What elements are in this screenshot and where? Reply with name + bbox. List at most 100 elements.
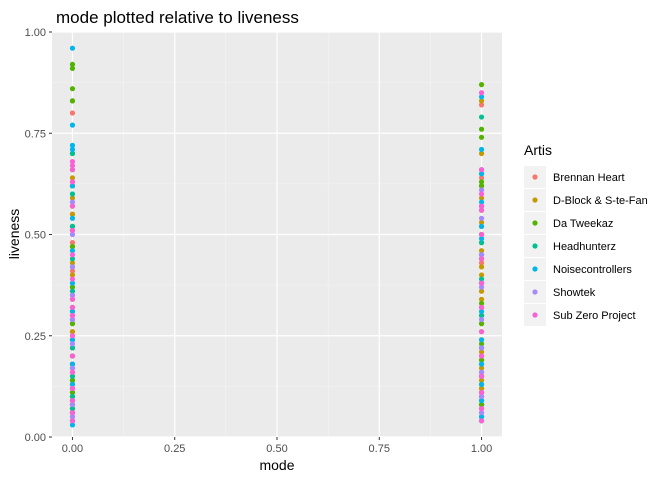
data-point (69, 304, 76, 310)
y-tick-label: 0.00 (25, 432, 46, 444)
data-point (478, 361, 485, 367)
x-tick-label: 0.00 (62, 443, 83, 455)
y-axis: 0.00 0.25 0.50 0.75 1.00 (25, 27, 52, 444)
data-points (69, 45, 485, 428)
data-point (478, 223, 485, 229)
data-point (478, 393, 485, 400)
data-point (69, 248, 76, 254)
data-point (478, 256, 485, 262)
data-point (69, 203, 76, 209)
data-point (478, 284, 485, 290)
legend-key-dot (532, 220, 538, 226)
data-point (478, 187, 485, 193)
data-point (478, 337, 485, 343)
data-point (69, 183, 76, 189)
legend-label: Sub Zero Project (553, 310, 636, 322)
data-point (478, 418, 485, 424)
data-point (69, 252, 76, 258)
data-point (69, 227, 76, 234)
data-point (69, 321, 76, 327)
data-point (478, 114, 485, 120)
data-point (478, 167, 485, 173)
data-point (478, 381, 485, 387)
data-point (69, 215, 76, 221)
data-point (478, 248, 485, 254)
data-point (69, 341, 76, 347)
data-point (69, 264, 76, 270)
data-point (478, 321, 485, 327)
data-point (69, 316, 76, 323)
data-point (69, 345, 76, 351)
chart-title: mode plotted relative to liveness (56, 8, 299, 27)
data-point (478, 203, 485, 209)
data-point (478, 90, 485, 96)
legend-label: Brennan Heart (553, 172, 625, 184)
data-point (478, 288, 485, 294)
data-point (69, 410, 76, 416)
data-point (478, 402, 485, 408)
data-point (478, 175, 485, 181)
y-tick-label: 0.75 (25, 128, 46, 140)
data-point (478, 98, 485, 104)
data-point (478, 410, 485, 416)
data-point (478, 171, 485, 177)
data-point (69, 361, 76, 367)
data-point (478, 199, 485, 205)
data-point (69, 146, 76, 153)
legend-label: D-Block & S-te-Fan (553, 195, 648, 207)
legend-key-dot (532, 266, 538, 272)
data-point (478, 260, 485, 266)
data-point (478, 414, 485, 420)
data-point (69, 369, 76, 375)
data-point (478, 349, 485, 355)
data-point (478, 406, 485, 412)
data-point (478, 94, 485, 100)
data-point (69, 231, 76, 238)
legend-label: Da Tweekaz (553, 218, 613, 230)
data-point (478, 179, 485, 185)
x-axis: 0.00 0.25 0.50 0.75 1.00 (62, 437, 492, 455)
legend-key-dot (532, 312, 538, 318)
data-point (69, 45, 76, 51)
data-point (478, 276, 485, 282)
data-point (69, 122, 76, 128)
data-point (69, 110, 76, 116)
x-tick-label: 0.75 (369, 443, 390, 455)
data-point (69, 393, 76, 400)
data-point (478, 252, 485, 258)
data-point (69, 150, 76, 157)
data-point (69, 65, 76, 72)
data-point (69, 191, 76, 197)
data-point (69, 422, 76, 428)
data-point (69, 406, 76, 412)
data-point (478, 146, 485, 153)
data-point (69, 280, 76, 286)
data-point (69, 353, 76, 359)
data-point (69, 402, 76, 408)
data-point (69, 381, 76, 387)
legend-key-dot (532, 243, 538, 249)
data-point (478, 308, 485, 315)
data-point (69, 329, 76, 335)
y-tick-label: 0.25 (25, 331, 46, 343)
data-point (478, 373, 485, 379)
data-point (478, 385, 485, 391)
data-point (478, 389, 485, 396)
data-point (478, 341, 485, 347)
data-point (69, 86, 76, 92)
data-point (478, 195, 485, 201)
data-point (478, 365, 485, 371)
x-tick-label: 0.25 (164, 443, 185, 455)
data-point (69, 397, 76, 404)
data-point (69, 268, 76, 274)
data-point (478, 134, 485, 140)
legend-label: Noisecontrollers (553, 264, 632, 276)
data-point (478, 215, 485, 221)
data-point (478, 102, 485, 108)
data-point (69, 256, 76, 262)
data-point (478, 369, 485, 375)
data-point (478, 207, 485, 213)
data-point (69, 272, 76, 278)
data-point (69, 61, 76, 67)
